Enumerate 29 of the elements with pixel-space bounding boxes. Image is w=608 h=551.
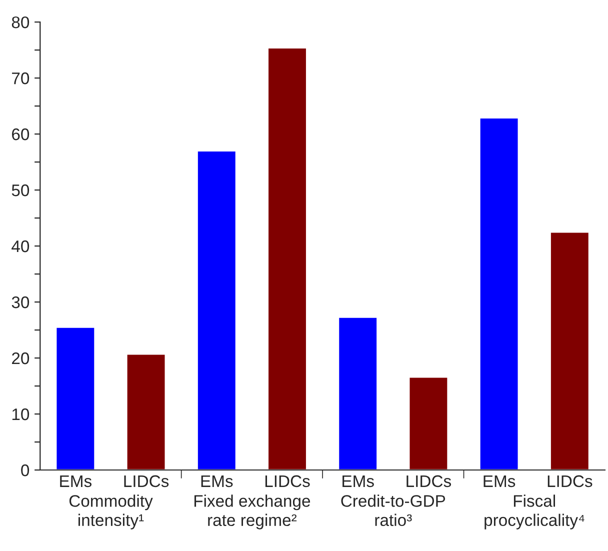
x-tick-label: LIDCs xyxy=(124,475,169,488)
text: Credit-to-GDP ratio³ xyxy=(341,494,446,526)
bar xyxy=(478,117,520,470)
text: Fiscal procyclicality⁴ xyxy=(484,494,584,530)
x-tick-label: LIDCs xyxy=(406,475,451,488)
x-tick-label: EMs xyxy=(342,475,374,488)
y-tick-label: 10 xyxy=(12,408,30,420)
bar xyxy=(126,353,166,470)
bar xyxy=(196,150,237,470)
y-tick-label: 80 xyxy=(12,16,30,28)
x-tick-label: LIDCs xyxy=(265,475,310,488)
x-tick-label: EMs xyxy=(201,475,233,488)
bar xyxy=(55,326,96,470)
y-tick-label: 40 xyxy=(12,240,30,252)
bar xyxy=(408,376,449,470)
bar xyxy=(550,231,590,470)
x-tick-label: EMs xyxy=(484,475,516,488)
x-tick-label: LIDCs xyxy=(548,475,592,488)
bar xyxy=(267,47,308,470)
y-tick-label: 0 xyxy=(21,464,30,476)
y-tick-label: 70 xyxy=(12,72,30,84)
bar xyxy=(338,316,378,470)
x-tick-label: EMs xyxy=(60,475,92,488)
y-tick-label: 30 xyxy=(12,296,30,308)
y-tick-label: 50 xyxy=(12,184,30,196)
text: Fixed exchange rate regime² xyxy=(194,494,310,530)
text: Commodity intensity¹ xyxy=(69,494,153,530)
y-tick-label: 20 xyxy=(12,352,30,364)
y-tick-label: 60 xyxy=(12,128,30,140)
